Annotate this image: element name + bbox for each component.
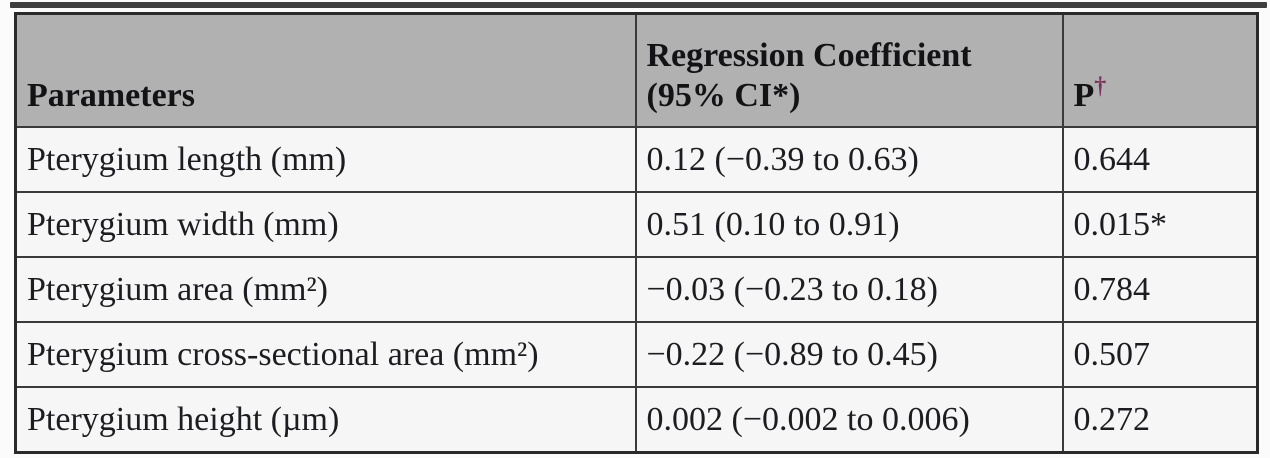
header-coefficient-line1: Regression Coefficient — [646, 36, 972, 74]
p-value-cell: 0.507 — [1061, 321, 1259, 388]
top-edge-bar — [10, 2, 1267, 8]
table-row-height: Pterygium height (µm) 0.002 (−0.002 to 0… — [14, 386, 1259, 454]
coefficient-cell: 0.002 (−0.002 to 0.006) — [634, 386, 1064, 454]
header-parameters: Parameters — [14, 12, 637, 128]
coefficient-cell: −0.22 (−0.89 to 0.45) — [634, 321, 1064, 388]
table-row-cross-sectional-area: Pterygium cross-sectional area (mm²) −0.… — [14, 321, 1259, 388]
header-regression-coefficient: Regression Coefficient (95% CI*) — [634, 12, 1064, 128]
parameter-cell: Pterygium cross-sectional area (mm²) — [14, 321, 637, 388]
p-value-cell: 0.015* — [1061, 191, 1259, 258]
p-value-cell: 0.784 — [1061, 256, 1259, 323]
header-p-label: P — [1073, 76, 1095, 114]
table-row-area: Pterygium area (mm²) −0.03 (−0.23 to 0.1… — [14, 256, 1259, 323]
coefficient-cell: 0.51 (0.10 to 0.91) — [634, 191, 1064, 258]
header-row: Parameters Regression Coefficient (95% C… — [14, 12, 1259, 128]
header-p-value: P† — [1061, 12, 1259, 128]
parameter-cell: Pterygium height (µm) — [14, 386, 637, 454]
p-value-cell: 0.644 — [1061, 126, 1259, 193]
p-value-cell: 0.272 — [1061, 386, 1259, 454]
parameter-cell: Pterygium length (mm) — [14, 126, 637, 193]
coefficient-cell: −0.03 (−0.23 to 0.18) — [634, 256, 1064, 323]
parameter-cell: Pterygium area (mm²) — [14, 256, 637, 323]
dagger-footnote-marker: † — [1094, 73, 1107, 100]
parameter-cell: Pterygium width (mm) — [14, 191, 637, 258]
table-row-length: Pterygium length (mm) 0.12 (−0.39 to 0.6… — [14, 126, 1259, 193]
coefficient-cell: 0.12 (−0.39 to 0.63) — [634, 126, 1064, 193]
regression-table: Parameters Regression Coefficient (95% C… — [14, 12, 1259, 454]
table-row-width: Pterygium width (mm) 0.51 (0.10 to 0.91)… — [14, 191, 1259, 258]
header-parameters-label: Parameters — [27, 76, 196, 114]
header-coefficient-line2: (95% CI*) — [646, 76, 801, 114]
